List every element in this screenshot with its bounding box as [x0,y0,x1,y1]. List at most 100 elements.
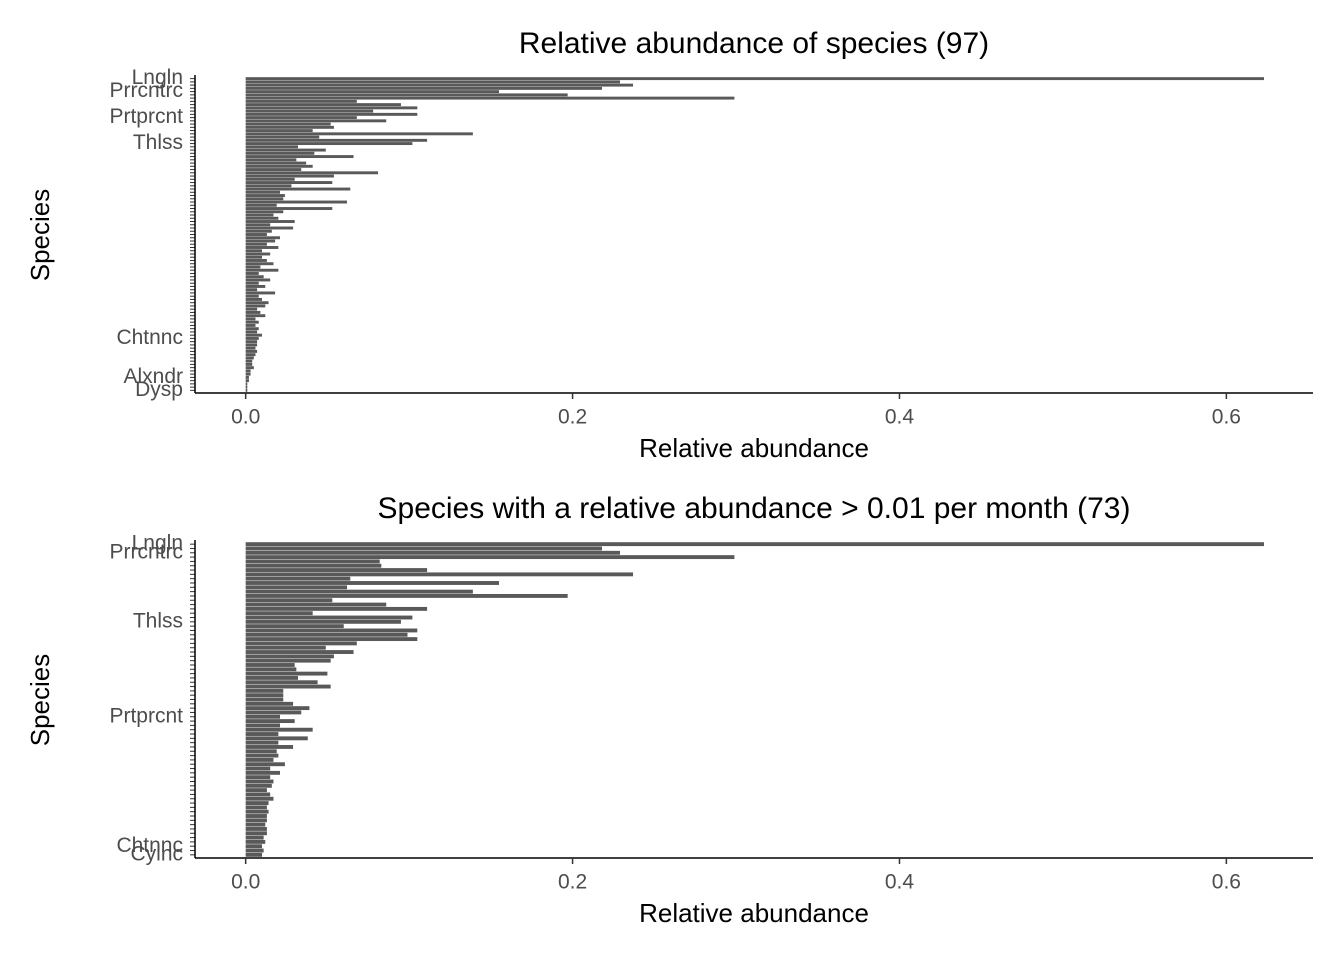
bar [245,663,295,667]
bar [245,766,271,771]
bar [245,805,267,810]
bar [245,585,348,590]
bar [245,242,267,246]
bar [245,284,266,288]
bar [245,125,334,129]
bar [245,831,267,836]
x-tick-label: 0.4 [885,406,915,429]
bar [245,343,258,347]
bar [245,213,274,217]
bar [245,801,269,806]
bar [245,753,279,758]
bar [245,168,302,172]
y-tick-label: Prrcntrc [110,79,184,102]
bar [245,749,277,754]
bar [245,262,274,266]
bar [245,346,256,350]
bar [245,598,333,603]
bar [245,132,473,136]
bar [245,568,428,572]
bar [245,757,274,762]
bar [245,304,266,308]
bar [245,375,249,379]
bar [245,310,261,314]
bar [245,792,271,797]
bar [245,362,253,366]
bar [245,542,1264,547]
bar [245,606,428,611]
y-tick-label: Prtprcnt [109,105,183,128]
y-tick-label: Thlss [133,131,183,154]
bar [245,158,297,162]
bar [245,688,284,693]
bar [245,654,334,659]
bar [245,701,294,706]
y-tick-label: Prrcntrc [110,540,184,563]
bar [245,197,284,201]
bar [245,103,401,107]
y-axis-label: Species [25,189,55,282]
y-axis-label: Species [25,654,55,747]
bar [245,359,253,363]
x-tick-label: 0.6 [1212,406,1241,429]
y-tick-label: Cylnc [130,842,183,865]
bar [245,693,284,698]
bar [245,106,418,110]
bar [245,615,413,620]
bar [245,252,271,256]
bar [245,259,267,262]
y-tick-label: Dysp [135,378,183,401]
bar [245,255,263,259]
bar [245,223,271,227]
bar [245,697,284,702]
bar [245,658,331,663]
bar [245,129,313,133]
bar [245,559,380,564]
bar [245,732,279,736]
x-tick-label: 0.0 [231,406,260,429]
y-tick-label: Alxndr [123,365,183,388]
bar [245,783,272,788]
bar [245,109,374,113]
bar [245,184,292,188]
bar [245,291,276,295]
bar [245,288,258,292]
bar [245,119,387,123]
bar [245,220,295,223]
bar [245,762,285,767]
bar [245,93,568,97]
bar [245,177,295,181]
bar [245,645,326,650]
bar [245,336,259,340]
bar [245,265,261,269]
x-tick-label: 0.2 [558,871,587,894]
x-tick-label: 0.0 [231,871,260,894]
bar [245,86,602,90]
bar [245,779,274,784]
bar [245,628,418,633]
bar [245,788,267,793]
bar [245,203,277,207]
bar [245,827,267,831]
bar [245,281,259,285]
bar [245,216,279,220]
y-tick-label: Lngln [132,532,183,555]
x-axis-label: Relative abundance [639,898,869,928]
bar [245,745,294,749]
y-tick-label: Chtnnc [116,326,183,349]
bar [245,246,279,249]
bar [245,589,473,594]
bar [245,796,274,801]
bar [245,314,266,318]
bar [245,572,634,577]
bar [245,356,254,360]
bar [245,99,357,103]
bar [245,366,254,370]
y-tick-label: Chtnnc [116,834,183,857]
bar [245,268,279,272]
x-axis-label: Relative abundance [639,433,869,463]
bar [245,194,285,197]
bar [245,210,284,214]
bar [245,727,313,732]
